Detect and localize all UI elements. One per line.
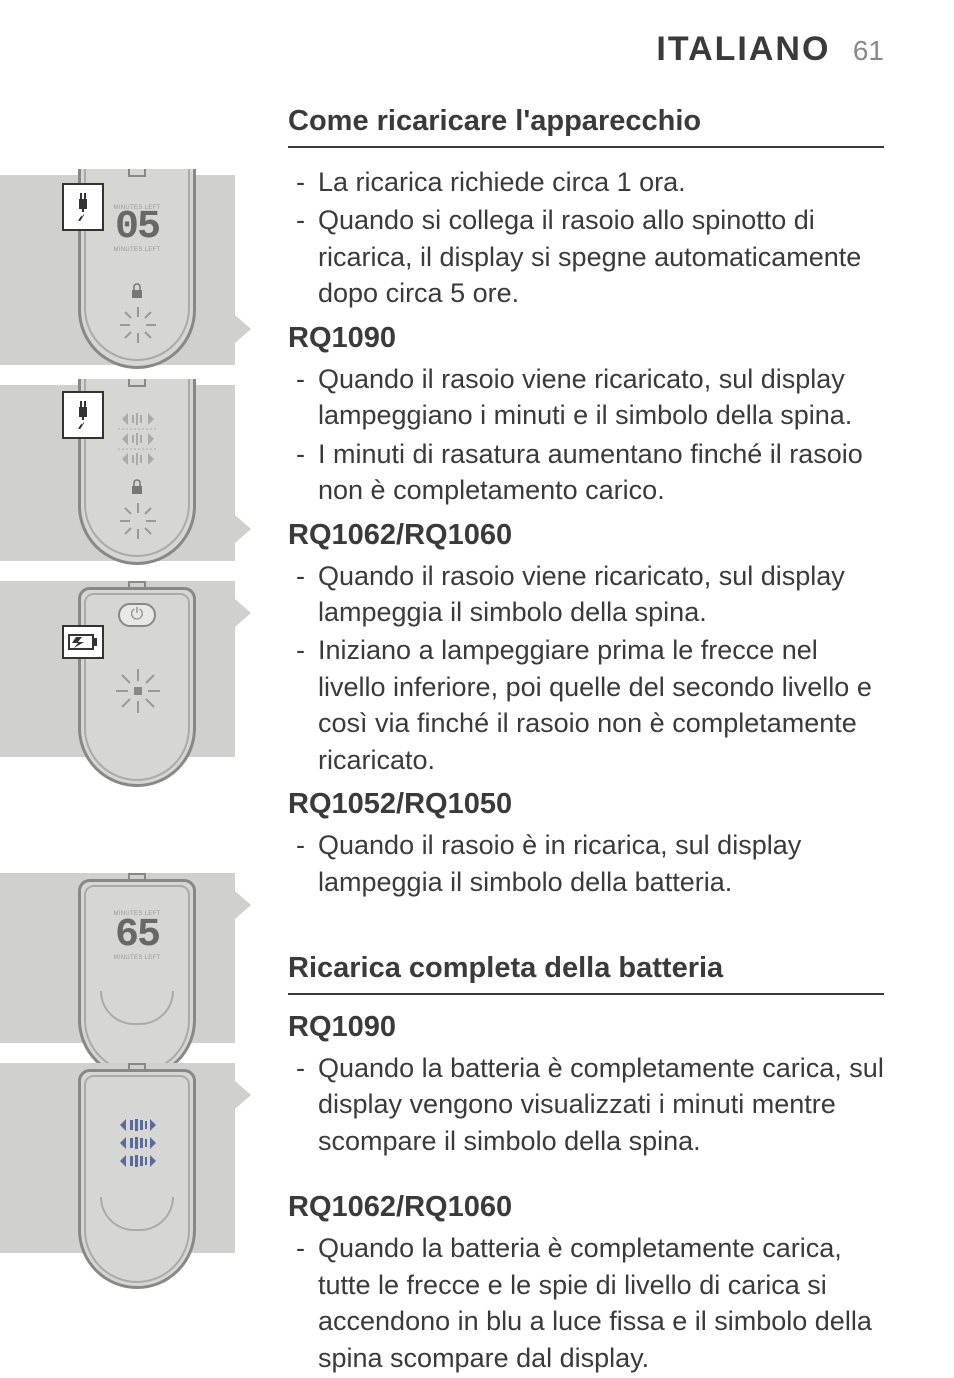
section-rule-1 bbox=[288, 146, 884, 148]
section-rule-2 bbox=[288, 993, 884, 995]
bullet-item: Quando il rasoio è in ricarica, sul disp… bbox=[288, 827, 884, 900]
battery-icon bbox=[68, 634, 98, 650]
lock-icon bbox=[130, 479, 144, 495]
illustration-rq1062-full bbox=[0, 1063, 235, 1253]
model-bullets: Quando la batteria è completamente caric… bbox=[288, 1050, 884, 1159]
model-heading-rq1052: RQ1052/RQ1050 bbox=[288, 788, 884, 821]
page-header: ITALIANO 61 bbox=[656, 30, 884, 69]
charge-level-display bbox=[118, 413, 158, 478]
starburst-icon bbox=[112, 665, 164, 722]
display-minutes-value: 65 bbox=[100, 917, 174, 955]
model-heading-rq1062-b: RQ1062/RQ1060 bbox=[288, 1191, 884, 1224]
section-title-1: Come ricaricare l'apparecchio bbox=[288, 105, 884, 138]
plug-icon-callout bbox=[62, 391, 104, 439]
plug-icon-callout bbox=[62, 183, 104, 231]
model-bullets: Quando il rasoio viene ricaricato, sul d… bbox=[288, 361, 884, 509]
bullet-item: Iniziano a lampeggiare prima le frecce n… bbox=[288, 632, 884, 778]
power-button-icon: ⏻ bbox=[118, 603, 156, 627]
model-bullets: Quando la batteria è completamente caric… bbox=[288, 1230, 884, 1376]
starburst-icon bbox=[116, 303, 160, 347]
intro-bullets: La ricarica richiede circa 1 ora. Quando… bbox=[288, 164, 884, 312]
starburst-icon bbox=[116, 499, 160, 548]
plug-icon bbox=[73, 401, 93, 429]
bullet-item: Quando il rasoio viene ricaricato, sul d… bbox=[288, 558, 884, 631]
battery-icon-callout bbox=[62, 625, 104, 659]
charge-level-full-display bbox=[118, 1119, 158, 1178]
bullet-item: Quando il rasoio viene ricaricato, sul d… bbox=[288, 361, 884, 434]
model-bullets: Quando il rasoio è in ricarica, sul disp… bbox=[288, 827, 884, 900]
model-heading-rq1090-b: RQ1090 bbox=[288, 1011, 884, 1044]
minutes-label: MINUTES LEFT bbox=[100, 247, 174, 253]
plug-icon bbox=[73, 193, 93, 221]
bullet-item: I minuti di rasatura aumentano finché il… bbox=[288, 436, 884, 509]
model-bullets: Quando il rasoio viene ricaricato, sul d… bbox=[288, 558, 884, 779]
minutes-label: MINUTES LEFT bbox=[100, 955, 174, 961]
model-heading-rq1062: RQ1062/RQ1060 bbox=[288, 519, 884, 552]
illustration-rq1052-charging: ⏻ bbox=[0, 581, 235, 757]
bullet-item: La ricarica richiede circa 1 ora. bbox=[288, 164, 884, 200]
section-title-2: Ricarica completa della batteria bbox=[288, 952, 884, 985]
content-area: Come ricaricare l'apparecchio La ricaric… bbox=[0, 95, 884, 1378]
lock-icon bbox=[130, 283, 144, 299]
page-number: 61 bbox=[853, 35, 884, 66]
display-minutes-value: 05 bbox=[100, 209, 174, 247]
bullet-item: Quando si collega il rasoio allo spinott… bbox=[288, 202, 884, 311]
model-heading-rq1090: RQ1090 bbox=[288, 322, 884, 355]
bullet-item: Quando la batteria è completamente caric… bbox=[288, 1230, 884, 1376]
illustration-rq1090-charging: MINUTES LEFT 05 MINUTES LEFT bbox=[0, 175, 235, 365]
bullet-item: Quando la batteria è completamente caric… bbox=[288, 1050, 884, 1159]
language-title: ITALIANO bbox=[656, 30, 830, 68]
illustration-rq1090-full: MINUTES LEFT 65 MINUTES LEFT bbox=[0, 873, 235, 1043]
illustration-rq1062-charging bbox=[0, 385, 235, 561]
